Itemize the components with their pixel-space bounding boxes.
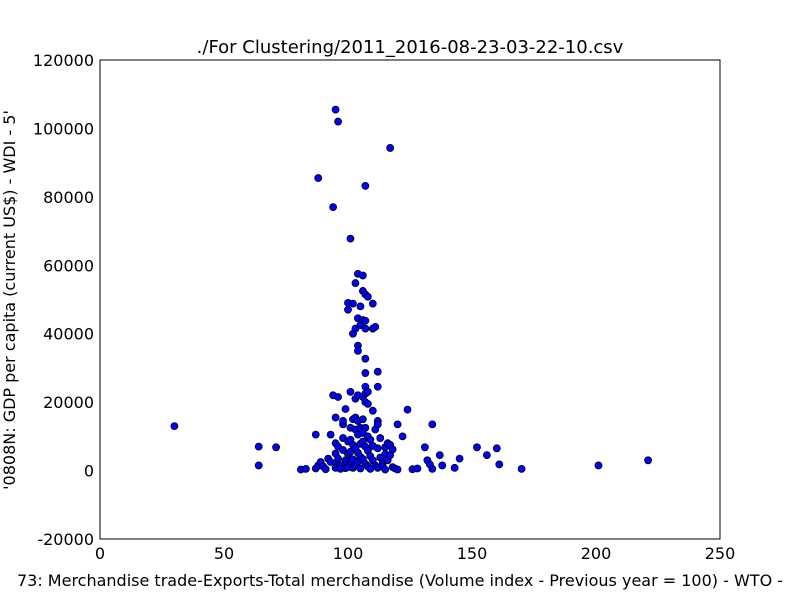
data-point [344,305,352,314]
data-point [272,443,280,452]
data-point [334,454,342,463]
data-point [361,316,370,325]
data-point [334,117,342,126]
y-tick-label: 100000 [33,119,94,138]
data-point [331,105,340,114]
x-tick-label: 200 [581,544,612,563]
data-point [363,292,372,301]
data-point [361,369,370,377]
data-point [254,442,263,451]
data-point [482,451,491,460]
data-point [420,443,429,452]
x-axis-label: 73: Merchandise trade-Exports-Total merc… [17,571,783,590]
data-point [356,302,365,311]
data-point [354,346,362,355]
data-point [326,430,335,439]
data-point [368,406,377,415]
y-tick-label: 0 [84,462,94,481]
data-point [351,279,360,287]
x-tick-label: 50 [214,544,234,563]
y-tick-label: 20000 [43,393,94,412]
data-point [371,322,380,331]
data-point [388,445,397,454]
data-point [644,456,652,465]
data-point [398,432,407,441]
chart-title: ./For Clustering/2011_2016-08-23-03-22-1… [197,37,624,58]
data-point [311,430,320,439]
data-point [376,434,385,442]
data-point [473,443,481,452]
data-point [346,234,355,243]
data-point [438,461,447,470]
data-point [356,464,365,473]
data-point [254,461,263,470]
data-point [339,417,347,425]
x-tick-label: 0 [95,544,105,563]
data-point [594,461,603,470]
data-point [329,203,338,212]
y-tick-label: 80000 [43,188,94,207]
data-point [301,464,310,473]
data-point [361,423,370,432]
x-tick-label: 250 [705,544,736,563]
data-point [331,413,340,422]
data-point [517,464,526,473]
x-tick-label: 100 [333,544,364,563]
plot-area [99,59,721,540]
data-point [393,420,402,429]
data-point [321,465,330,474]
data-point [361,324,370,333]
data-point [358,271,367,280]
data-point [368,299,377,308]
data-point [314,174,323,182]
data-point [373,367,382,376]
data-point [381,465,390,474]
data-point [495,460,504,469]
y-tick-label: -20000 [37,530,94,549]
data-point [334,393,342,401]
data-point [435,451,444,460]
data-point [361,182,370,190]
data-point [450,463,459,472]
data-point [361,354,370,363]
data-point [492,444,501,453]
data-point [341,405,350,413]
data-point [455,454,464,463]
data-point [373,420,382,429]
y-tick-label: 60000 [43,256,94,275]
data-point [403,405,412,414]
data-point [349,299,357,308]
y-axis-label: '0808N: GDP per capita (current US$) - W… [0,110,19,490]
y-tick-label: 120000 [33,51,94,70]
data-point [373,444,382,453]
data-point [413,464,422,473]
data-point [386,144,395,152]
data-point [358,415,367,424]
data-point [170,422,179,430]
data-point [339,446,347,454]
x-tick-label: 150 [457,544,488,563]
y-tick-label: 40000 [43,325,94,344]
data-point [363,387,372,396]
data-point [393,465,402,474]
data-point [346,387,355,396]
data-point [373,382,382,391]
data-point [428,420,437,429]
data-point [428,464,437,473]
data-point [363,399,372,408]
